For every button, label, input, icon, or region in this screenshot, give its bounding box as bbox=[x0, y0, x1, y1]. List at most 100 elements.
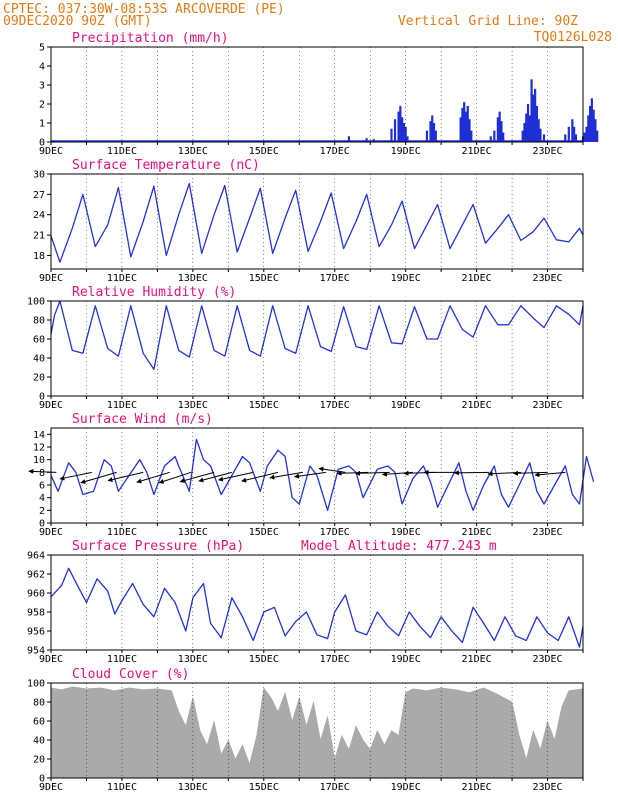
precip-bar bbox=[468, 119, 471, 142]
y-tick-label: 60 bbox=[33, 335, 45, 346]
x-tick-label: 19DEC bbox=[391, 273, 421, 284]
x-tick-label: 15DEC bbox=[249, 782, 279, 793]
header-run-date: 09DEC2020 90Z (GMT) bbox=[3, 14, 152, 29]
precip-bar bbox=[464, 111, 468, 142]
precip-bar bbox=[434, 130, 437, 142]
precip-bar bbox=[502, 132, 505, 142]
x-tick-label: 21DEC bbox=[462, 782, 492, 793]
plot-area bbox=[51, 301, 583, 396]
y-tick-label: 12 bbox=[33, 443, 45, 454]
y-tick-label: 60 bbox=[33, 717, 45, 728]
wind-vector-arrow bbox=[107, 471, 144, 482]
precip-bar bbox=[390, 128, 393, 142]
rh-title: Relative Humidity (%) bbox=[72, 285, 236, 300]
x-tick-label: 21DEC bbox=[462, 400, 492, 411]
y-tick-label: 6 bbox=[39, 481, 45, 492]
precip-bar bbox=[532, 94, 535, 142]
x-tick-label: 17DEC bbox=[320, 146, 350, 157]
x-tick-label: 19DEC bbox=[391, 527, 421, 538]
wind-vector-arrow bbox=[80, 471, 117, 484]
precip-bar bbox=[489, 136, 492, 142]
y-tick-label: 18 bbox=[33, 251, 45, 262]
wind-vector-arrow bbox=[28, 468, 57, 474]
panel-cloud: 0 20 40 60 80 100 9DEC 11DEC 13DEC 15DEC 17DEC 19DE… bbox=[27, 667, 584, 793]
precip-bar bbox=[526, 104, 530, 142]
precip-bar bbox=[365, 138, 368, 142]
x-tick-label: 11DEC bbox=[107, 400, 137, 411]
precip-bar bbox=[585, 126, 588, 142]
x-tick-label: 19DEC bbox=[391, 782, 421, 793]
y-tick-label: 1 bbox=[39, 119, 45, 130]
y-tick-label: 960 bbox=[27, 589, 45, 600]
x-tick-label: 23DEC bbox=[532, 527, 562, 538]
precip-title: Precipitation (mm/h) bbox=[72, 31, 229, 46]
wind-vector-arrow bbox=[179, 471, 215, 483]
precip-bar bbox=[459, 117, 462, 142]
precip-bar bbox=[535, 105, 538, 142]
precip-bar bbox=[528, 115, 531, 142]
precip-bar bbox=[429, 121, 432, 142]
wind-vector-arrow bbox=[453, 470, 490, 476]
x-tick-label: 17DEC bbox=[320, 273, 350, 284]
x-tick-label: 9DEC bbox=[39, 527, 63, 538]
temp-title: Surface Temperature (nC) bbox=[72, 158, 260, 173]
precip-bar bbox=[431, 115, 434, 142]
y-tick-label: 30 bbox=[33, 170, 45, 181]
panel-precip: 0 1 2 3 4 5 9DEC 11DEC 13DEC 15DEC 17DEC 19DEC 21DEC… bbox=[39, 31, 599, 157]
header-location: CPTEC: 037:30W-08:53S ARCOVERDE (PE) bbox=[3, 2, 285, 17]
wind-vector-arrow bbox=[269, 471, 303, 480]
x-tick-label: 13DEC bbox=[178, 146, 208, 157]
x-tick-label: 13DEC bbox=[178, 654, 208, 665]
precip-bar bbox=[500, 121, 503, 142]
plot-area bbox=[51, 555, 583, 650]
y-tick-label: 100 bbox=[27, 297, 45, 308]
y-tick-label: 5 bbox=[39, 43, 45, 54]
x-tick-label: 21DEC bbox=[462, 146, 492, 157]
y-tick-label: 27 bbox=[33, 190, 45, 201]
y-tick-label: 2 bbox=[39, 506, 45, 517]
precip-bar bbox=[466, 105, 469, 142]
wind-vector-arrow bbox=[336, 470, 369, 476]
x-tick-label: 23DEC bbox=[532, 654, 562, 665]
y-tick-label: 0 bbox=[39, 138, 45, 149]
x-tick-label: 21DEC bbox=[462, 527, 492, 538]
x-tick-label: 9DEC bbox=[39, 654, 63, 665]
y-tick-label: 21 bbox=[33, 231, 45, 242]
plot-frame bbox=[50, 554, 584, 651]
precip-bar bbox=[537, 119, 540, 142]
precip-bar bbox=[523, 123, 526, 142]
x-tick-label: 15DEC bbox=[249, 400, 279, 411]
precip-bar bbox=[493, 130, 496, 142]
plot-area bbox=[51, 174, 583, 269]
y-tick-label: 0 bbox=[39, 392, 45, 403]
precip-bar bbox=[399, 105, 402, 142]
plot-frame bbox=[50, 682, 584, 779]
y-tick-label: 40 bbox=[33, 354, 45, 365]
y-tick-label: 0 bbox=[39, 774, 45, 785]
precip-bar bbox=[542, 134, 546, 142]
precip-bar bbox=[397, 111, 400, 142]
x-tick-label: 15DEC bbox=[249, 654, 279, 665]
x-tick-label: 23DEC bbox=[532, 400, 562, 411]
y-tick-label: 956 bbox=[27, 627, 45, 638]
wind-vector-arrow bbox=[534, 471, 566, 478]
precip-bar bbox=[432, 123, 436, 142]
x-tick-label: 9DEC bbox=[39, 146, 63, 157]
precip-bar bbox=[470, 130, 473, 142]
y-tick-label: 3 bbox=[39, 81, 45, 92]
y-tick-label: 80 bbox=[33, 698, 45, 709]
precip-bar bbox=[534, 88, 537, 142]
x-tick-label: 17DEC bbox=[320, 400, 350, 411]
x-tick-label: 9DEC bbox=[39, 782, 63, 793]
precip-bar bbox=[393, 119, 397, 142]
x-tick-label: 9DEC bbox=[39, 400, 63, 411]
wind-vector-arrow bbox=[158, 471, 192, 484]
precip-bar bbox=[404, 126, 407, 142]
pressure-annotation: Model Altitude: 477.243 m bbox=[301, 539, 497, 554]
y-tick-label: 4 bbox=[39, 493, 45, 504]
precip-bar bbox=[521, 130, 524, 142]
y-tick-label: 100 bbox=[27, 679, 45, 690]
